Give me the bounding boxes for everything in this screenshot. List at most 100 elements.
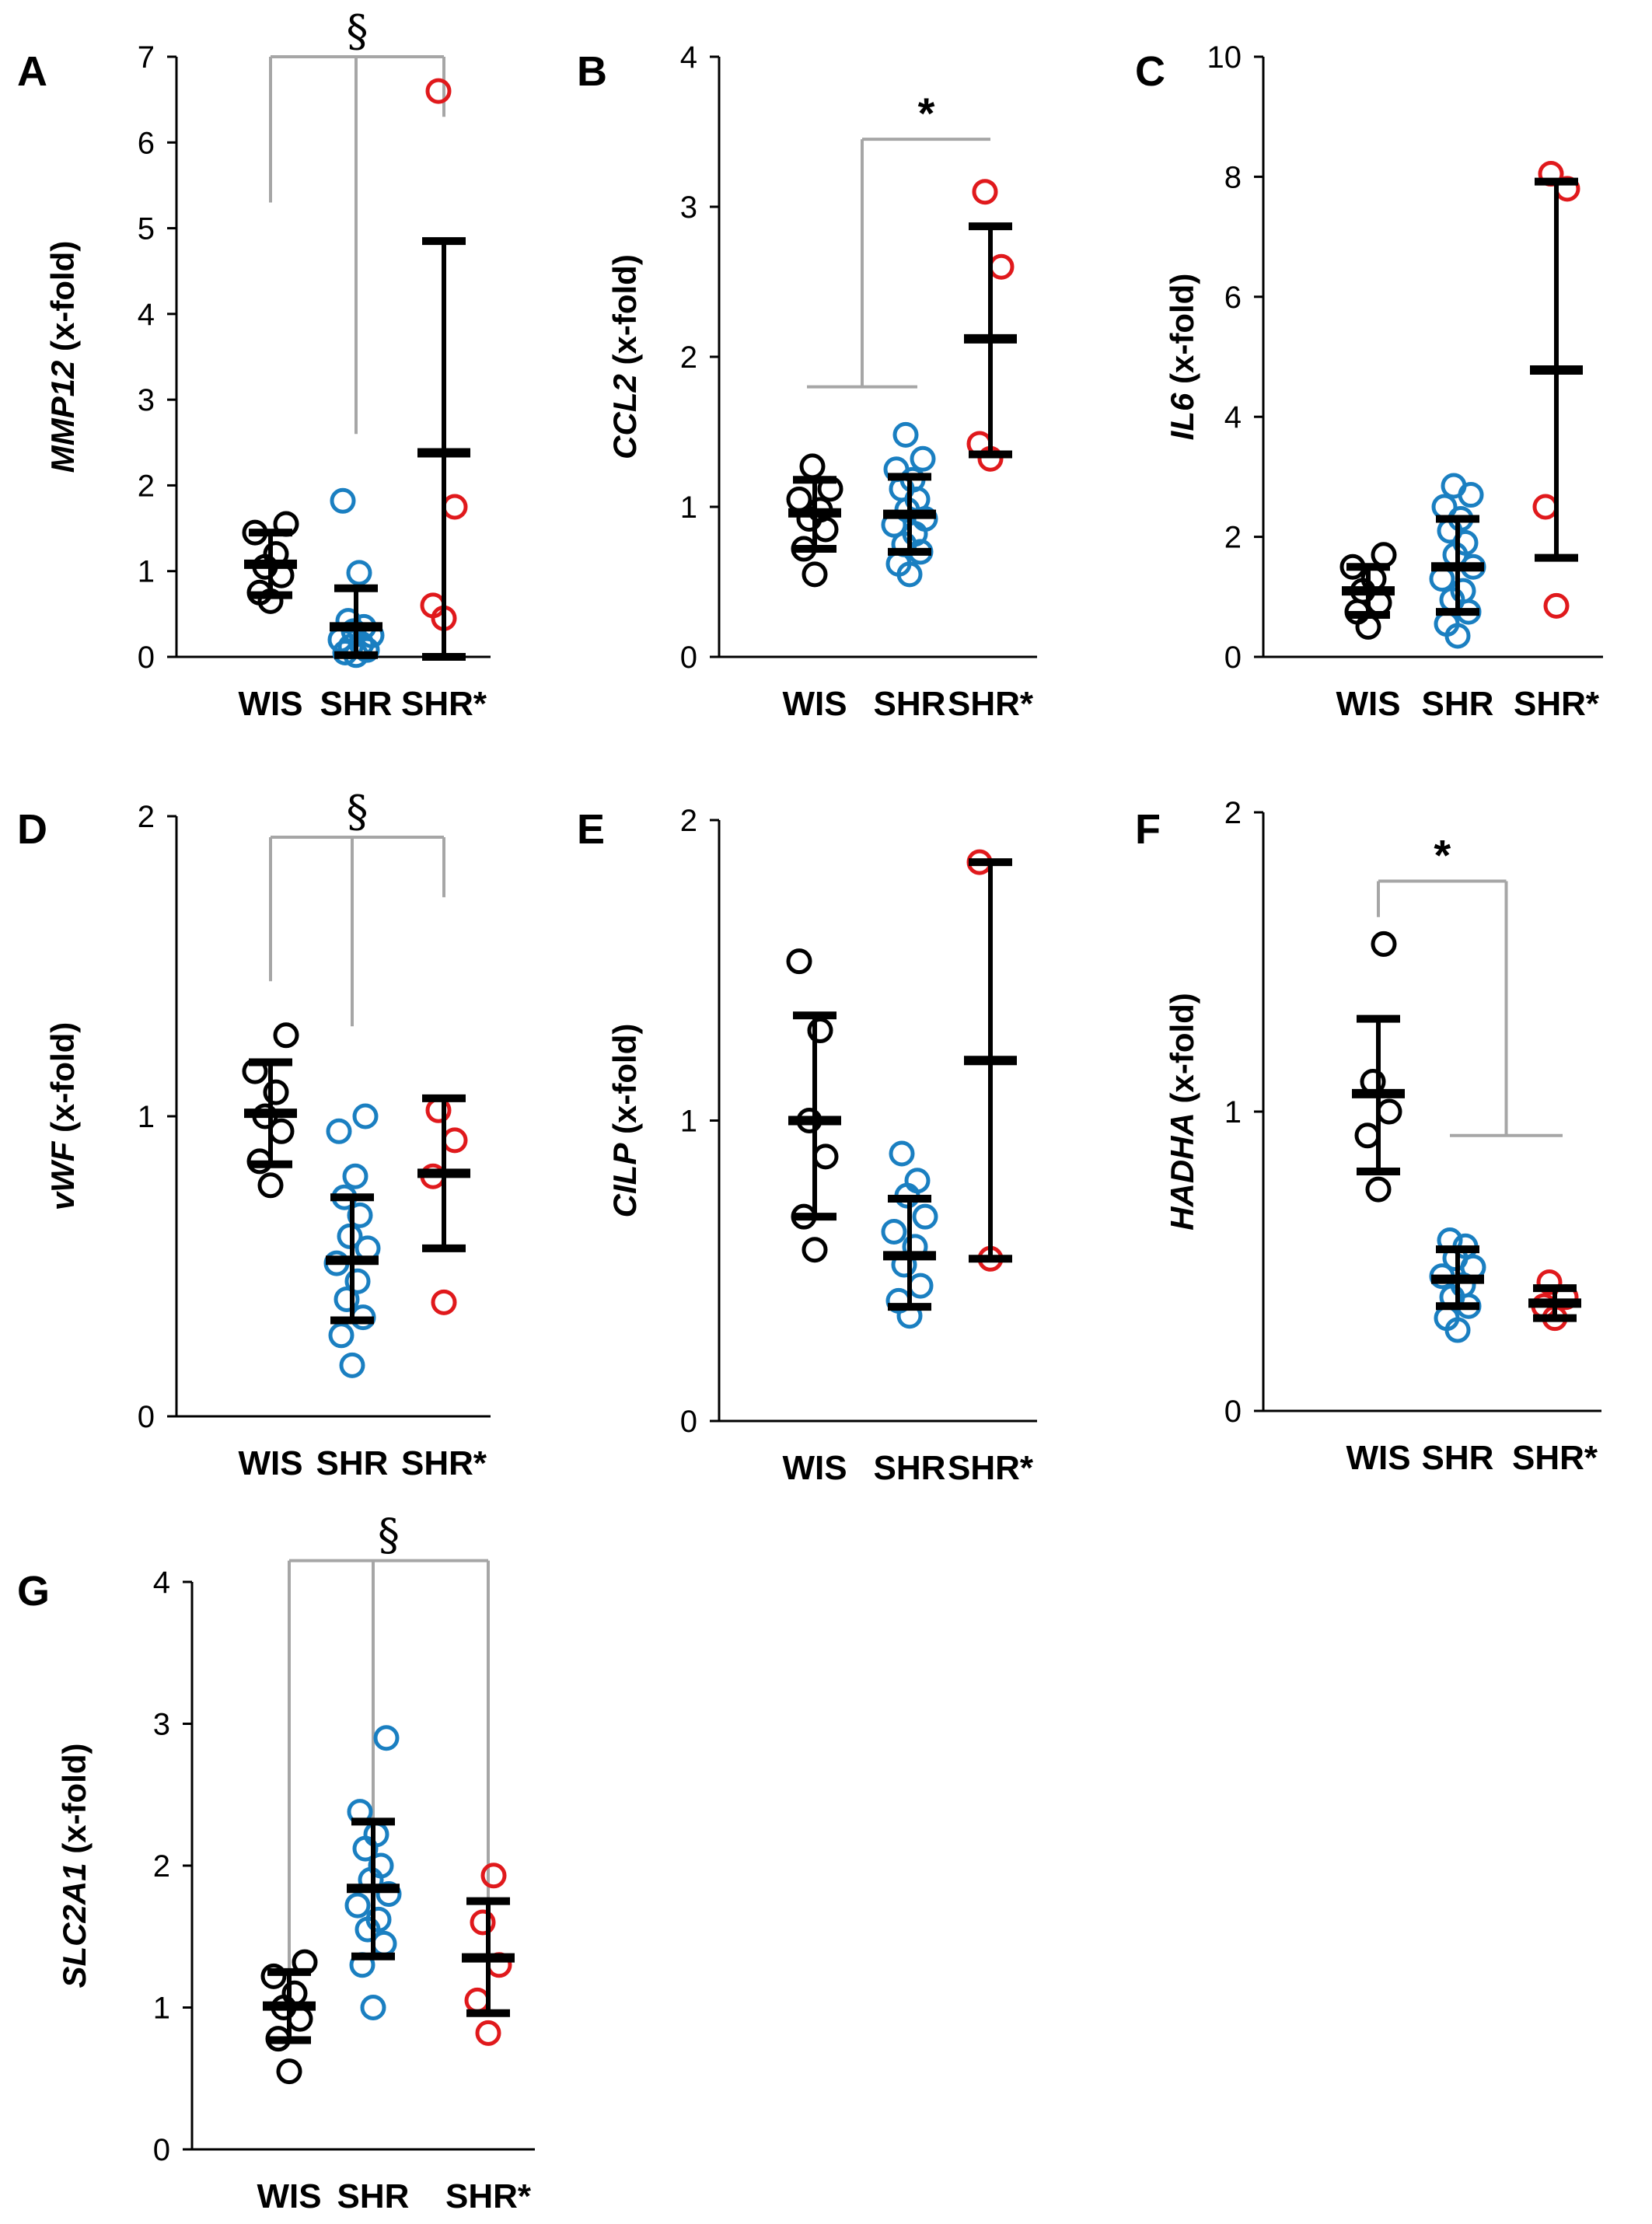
- x-category-label: SHR: [337, 2177, 410, 2215]
- data-point: [1441, 473, 1467, 499]
- y-tick-label: 10: [1207, 40, 1242, 75]
- x-category-label: SHR: [320, 685, 393, 723]
- significance-bracket: *: [1377, 831, 1563, 1137]
- y-tick-label: 2: [138, 469, 155, 503]
- data-point: [347, 1202, 373, 1228]
- series-wis: [242, 1022, 299, 1199]
- significance-symbol: §: [347, 787, 368, 837]
- significance-bracket: *: [807, 89, 990, 389]
- y-tick-label: 0: [138, 1400, 155, 1434]
- data-point: [464, 1987, 491, 2013]
- y-tick-label: 4: [153, 1566, 170, 1600]
- data-point: [342, 1163, 368, 1189]
- significance-symbol: §: [347, 6, 368, 57]
- y-tick-label: 3: [138, 383, 155, 417]
- data-point: [812, 1143, 839, 1170]
- y-tick-label: 2: [1224, 521, 1242, 555]
- panel-d: D 0 1 2 WIS SHR SHR* vWF (x-fold) §: [17, 787, 491, 1482]
- data-point: [335, 608, 361, 634]
- y-tick-label: 3: [680, 190, 697, 225]
- y-tick-label: 2: [680, 340, 697, 375]
- y-tick-label: 1: [680, 491, 697, 525]
- y-tick-label: 0: [680, 1405, 697, 1439]
- y-tick-label: 0: [153, 2133, 170, 2167]
- data-point: [1371, 542, 1397, 568]
- series-shr-star: [1530, 161, 1583, 619]
- series-wis: [786, 948, 841, 1263]
- y-tick-label: 1: [138, 555, 155, 589]
- y-axis-title: vWF (x-fold): [44, 1022, 81, 1211]
- y-axis-title-gene: HADHA: [1164, 1112, 1200, 1231]
- significance-symbol: *: [1434, 831, 1451, 880]
- y-axis-title-gene: SLC2A1: [56, 1863, 93, 1988]
- y-tick-label: 1: [153, 1992, 170, 2026]
- x-category-label: WIS: [1346, 1439, 1410, 1477]
- data-point: [360, 1995, 386, 2020]
- series-shr-star: [964, 849, 1017, 1272]
- data-point: [1532, 494, 1559, 520]
- series-shr: [323, 1103, 381, 1378]
- y-tick-label: 0: [138, 641, 155, 675]
- data-point: [907, 1273, 934, 1299]
- series-wis: [242, 511, 299, 614]
- series-shr-star: [964, 179, 1017, 472]
- data-point: [352, 1103, 379, 1129]
- x-category-label: SHR: [1422, 1439, 1494, 1477]
- y-tick-label: 2: [138, 800, 155, 834]
- data-point: [442, 1127, 468, 1154]
- series-wis: [786, 453, 843, 588]
- series-shr-star: [462, 1863, 515, 2046]
- data-point: [368, 1852, 394, 1879]
- data-point: [344, 1268, 371, 1294]
- y-axis-title: HADHA (x-fold): [1164, 993, 1200, 1231]
- x-category-label: SHR*: [1512, 1439, 1598, 1477]
- data-point: [910, 445, 936, 472]
- y-axis-title: IL6 (x-fold): [1164, 274, 1200, 441]
- data-point: [425, 78, 452, 104]
- y-axis-title-gene: CCL2: [606, 374, 643, 459]
- x-category-label: SHR: [874, 1449, 946, 1487]
- data-point: [1450, 578, 1476, 604]
- panel-c: C 0 2 4 6 8 10 WIS SHR SHR* IL6 (x-fold): [1135, 40, 1603, 723]
- y-tick-label: 4: [138, 298, 155, 332]
- data-point: [889, 1140, 915, 1167]
- y-tick-label: 1: [1224, 1095, 1242, 1129]
- y-tick-label: 2: [1224, 796, 1242, 830]
- y-tick-label: 0: [680, 641, 697, 675]
- x-category-label: SHR: [1422, 685, 1494, 723]
- data-point: [1536, 1269, 1563, 1295]
- data-point: [442, 494, 468, 520]
- series-shr: [344, 1725, 402, 2020]
- data-point: [802, 1237, 828, 1263]
- data-point: [972, 179, 998, 205]
- data-point: [1355, 613, 1381, 640]
- data-point: [339, 1352, 365, 1378]
- data-point: [480, 1863, 507, 1889]
- data-point: [346, 560, 372, 586]
- series-shr: [881, 1140, 938, 1329]
- series-wis: [1339, 542, 1397, 640]
- x-category-label: WIS: [238, 1444, 302, 1482]
- y-axis-title: CCL2 (x-fold): [606, 254, 643, 459]
- series-shr-star: [417, 78, 470, 661]
- data-point: [1365, 1176, 1392, 1203]
- y-axis-title: CILP (x-fold): [606, 1024, 643, 1218]
- data-point: [260, 1963, 287, 1989]
- y-tick-label: 6: [1224, 281, 1242, 315]
- data-point: [257, 1172, 284, 1199]
- y-tick-label: 2: [153, 1849, 170, 1884]
- significance-bracket: §: [269, 787, 445, 1027]
- y-tick-label: 1: [138, 1100, 155, 1134]
- data-point: [344, 1892, 371, 1919]
- x-category-label: WIS: [238, 685, 302, 723]
- x-category-label: SHR*: [401, 685, 487, 723]
- data-point: [1431, 494, 1458, 520]
- data-point: [326, 1118, 352, 1144]
- data-point: [375, 1881, 402, 1907]
- data-point: [373, 1725, 400, 1751]
- y-axis-title-unit: (x-fold): [606, 1024, 643, 1143]
- data-point: [802, 561, 828, 588]
- y-tick-label: 0: [1224, 1395, 1242, 1429]
- data-point: [470, 1909, 496, 1936]
- data-point: [365, 1906, 392, 1932]
